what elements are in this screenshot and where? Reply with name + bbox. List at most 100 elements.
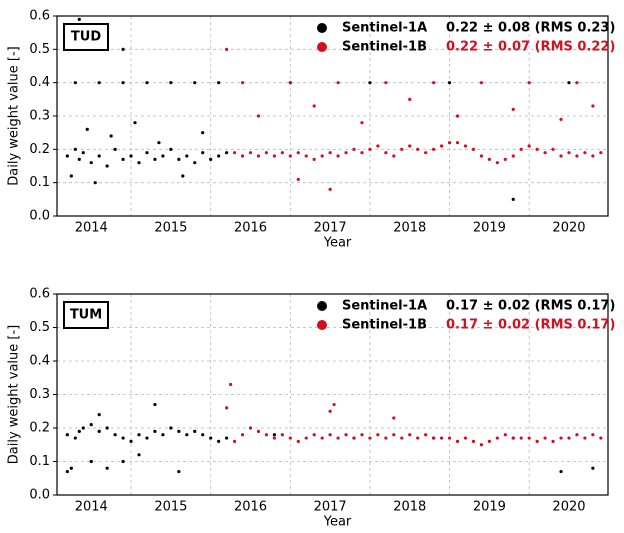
point [288,81,292,85]
point [177,469,181,474]
point [69,174,73,178]
point [256,154,261,158]
point [209,436,213,440]
point [392,154,396,158]
point [65,469,69,474]
point [495,161,499,165]
x-tick-label: 2019 [473,500,506,515]
point [256,114,261,118]
point [248,151,253,155]
point [360,433,364,437]
point [336,81,340,85]
panel-label-box [63,301,109,329]
point [121,47,125,51]
point [447,141,452,145]
point [559,469,563,474]
point [312,104,316,108]
point [368,147,372,151]
y-tick-label: 0.1 [29,175,50,190]
x-tick-label: 2014 [75,221,108,236]
point [73,436,77,440]
point [567,436,571,440]
point [240,433,245,437]
y-tick-label: 0.1 [29,454,50,469]
point [97,429,101,433]
point [312,157,316,161]
point [336,436,340,440]
point [137,161,141,165]
legend-label: Sentinel-1B [342,40,427,55]
point [153,402,157,407]
point [392,416,396,420]
point [217,154,221,158]
legend-label: Sentinel-1A [342,299,427,314]
point [511,436,515,440]
point [312,433,316,437]
point [121,459,125,464]
point [232,151,237,155]
point [559,154,563,158]
point [145,436,149,440]
point [264,433,269,437]
point [248,426,253,430]
point [201,433,205,437]
x-tick-label: 2017 [314,221,347,236]
point [121,157,125,161]
point [81,426,85,430]
point [161,154,165,158]
point [209,157,213,161]
y-tick-label: 0.3 [29,387,50,402]
point [455,141,460,145]
point [384,436,388,440]
point [320,154,324,158]
point [543,151,547,155]
point [535,147,539,151]
legend-marker [317,42,327,52]
legend-stat: 0.17 ± 0.02 (RMS 0.17) [446,299,615,314]
point [551,147,555,151]
y-tick-label: 0.0 [29,488,50,503]
point [583,151,587,155]
point [376,433,380,437]
point [185,433,189,437]
y-tick-label: 0.4 [29,354,50,369]
point [228,382,233,387]
point [137,453,141,457]
point [535,439,539,443]
point [567,151,571,155]
panel-label-box [63,23,109,51]
point [89,161,93,165]
point [479,81,483,85]
x-tick-label: 2015 [154,221,187,236]
point [376,144,380,148]
point [304,154,308,158]
point [256,429,261,433]
x-tick-label: 2015 [154,500,187,515]
point [591,466,595,470]
point [181,174,185,178]
point [232,439,237,443]
point [400,147,404,151]
point [352,436,356,440]
point [288,154,292,158]
point [185,154,189,158]
point [511,154,515,158]
y-tick-label: 0.0 [29,209,50,224]
point [217,81,221,85]
point [583,436,587,440]
point [240,81,245,85]
y-tick-label: 0.2 [29,421,50,436]
point [121,436,125,440]
y-tick-label: 0.5 [29,320,50,335]
x-tick-label: 2016 [234,500,267,515]
point [224,47,229,51]
point [328,187,332,191]
point [224,436,229,440]
x-axis-label: Year [323,236,352,251]
point [129,154,133,158]
point [400,436,404,440]
y-axis-label: Daily weight value [-] [7,325,22,464]
point [129,439,133,443]
point [328,151,332,155]
